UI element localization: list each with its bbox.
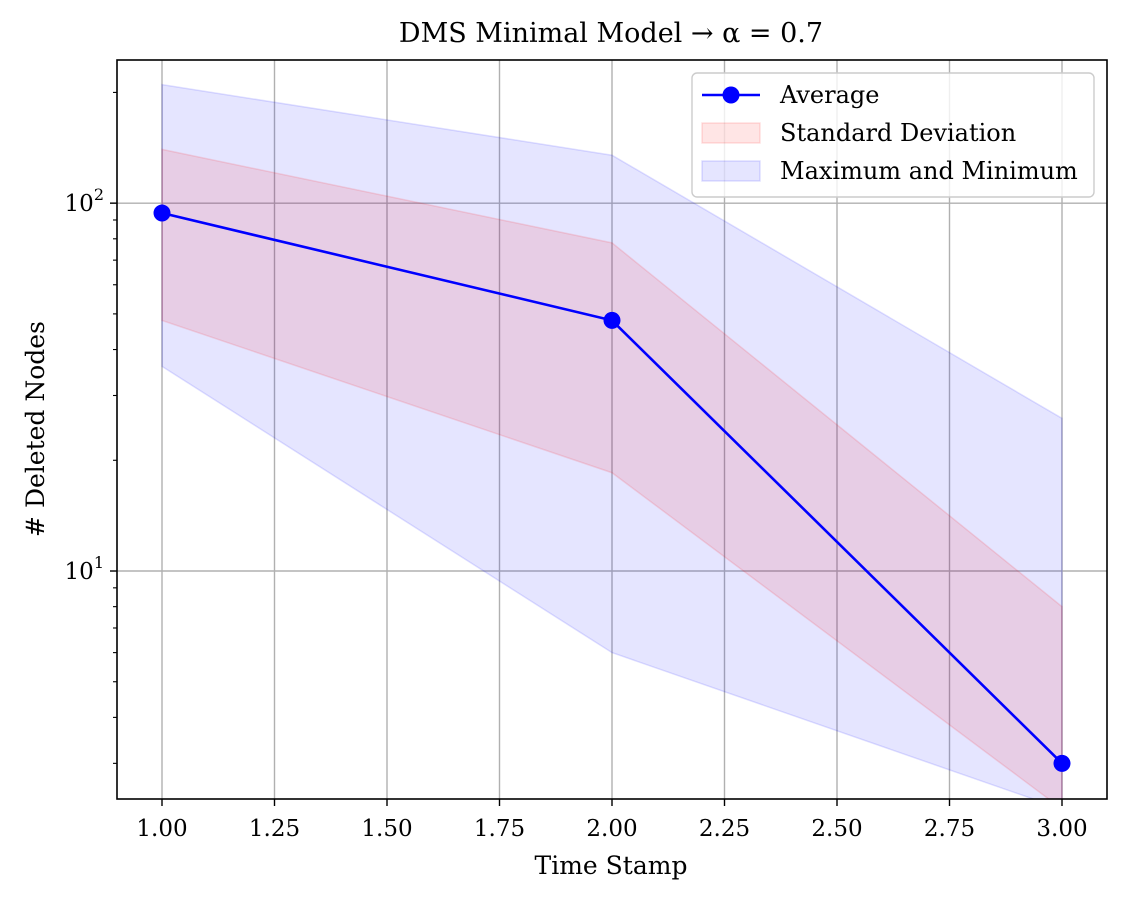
y-tick-label: 102 [65,185,104,217]
x-tick-label: 1.50 [361,816,412,842]
x-tick-label: 1.00 [136,816,187,842]
x-tick-label: 1.25 [249,816,300,842]
legend-label: Maximum and Minimum [780,157,1078,185]
legend-label: Average [779,81,879,109]
data-layer [153,83,1071,799]
x-tick-label: 2.00 [586,816,637,842]
average-point [153,204,171,222]
legend-label: Standard Deviation [780,119,1016,147]
y-axis-label: # Deleted Nodes [21,321,50,537]
x-tick-label: 3.00 [1036,816,1087,842]
max-min-band [161,83,1063,799]
chart-title: DMS Minimal Model → α = 0.7 [399,18,823,49]
x-tick-label: 2.25 [699,816,750,842]
legend-box [691,72,1095,198]
std-dev-band [161,148,1063,799]
legend-max-min-swatch [701,160,761,182]
y-tick-label: 101 [65,553,104,585]
x-axis-label: Time Stamp [535,851,688,880]
legend-average-marker [722,86,740,104]
average-point [603,311,621,329]
x-tick-label: 1.75 [474,816,525,842]
average-point [1053,754,1071,772]
legend-std-dev-swatch [701,122,761,144]
x-tick-label: 2.50 [811,816,862,842]
plot-area: 1.00 1.25 1.50 1.75 2.00 2.25 2.50 2.75 3.00 101 1… [65,59,1108,842]
x-tick-label: 2.75 [924,816,975,842]
